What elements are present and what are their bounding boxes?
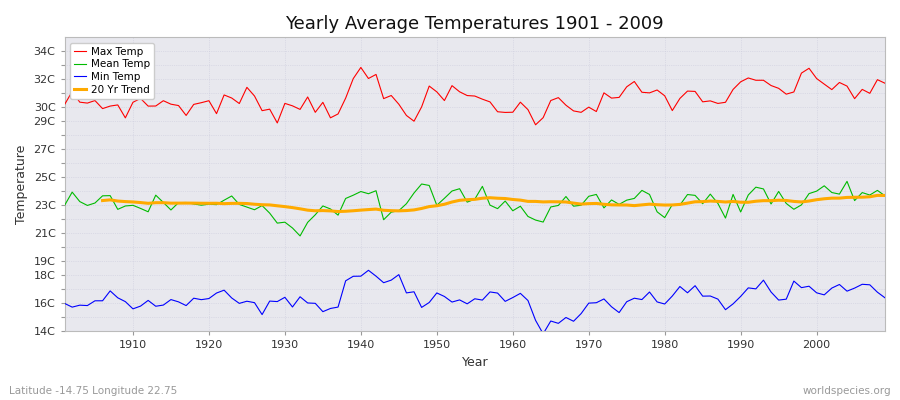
Line: Mean Temp: Mean Temp — [65, 181, 885, 236]
Line: Min Temp: Min Temp — [65, 270, 885, 334]
Mean Temp — [340, 196, 351, 201]
Min Temp — [538, 332, 549, 336]
20 Yr Trend — [287, 205, 298, 210]
Mean Temp — [287, 226, 298, 230]
Max Temp — [356, 65, 366, 70]
Title: Yearly Average Temperatures 1901 - 2009: Yearly Average Temperatures 1901 - 2009 — [285, 15, 664, 33]
Text: worldspecies.org: worldspecies.org — [803, 386, 891, 396]
Max Temp — [333, 112, 344, 116]
Min Temp — [59, 301, 70, 306]
Min Temp — [363, 268, 374, 273]
Legend: Max Temp, Mean Temp, Min Temp, 20 Yr Trend: Max Temp, Mean Temp, Min Temp, 20 Yr Tre… — [70, 42, 154, 99]
Min Temp — [120, 299, 130, 304]
X-axis label: Year: Year — [462, 356, 488, 369]
Max Temp — [120, 116, 130, 120]
Mean Temp — [120, 204, 130, 208]
Mean Temp — [879, 194, 890, 198]
Min Temp — [614, 310, 625, 315]
20 Yr Trend — [598, 202, 609, 207]
Mean Temp — [508, 208, 518, 213]
20 Yr Trend — [879, 193, 890, 198]
Min Temp — [287, 304, 298, 309]
20 Yr Trend — [333, 209, 344, 214]
Min Temp — [879, 296, 890, 300]
Max Temp — [59, 102, 70, 107]
Max Temp — [879, 81, 890, 86]
Max Temp — [530, 122, 541, 127]
Mean Temp — [294, 234, 305, 238]
Min Temp — [333, 305, 344, 310]
20 Yr Trend — [500, 196, 510, 201]
Mean Temp — [515, 204, 526, 209]
Line: 20 Yr Trend: 20 Yr Trend — [103, 195, 885, 212]
Max Temp — [508, 110, 518, 115]
Max Temp — [515, 100, 526, 104]
Mean Temp — [606, 198, 616, 202]
Mean Temp — [842, 179, 852, 184]
Max Temp — [614, 95, 625, 100]
Line: Max Temp: Max Temp — [65, 68, 885, 125]
Min Temp — [515, 291, 526, 296]
Min Temp — [508, 295, 518, 300]
20 Yr Trend — [120, 199, 130, 204]
Text: Latitude -14.75 Longitude 22.75: Latitude -14.75 Longitude 22.75 — [9, 386, 177, 396]
20 Yr Trend — [508, 197, 518, 202]
Mean Temp — [59, 203, 70, 208]
Max Temp — [287, 104, 298, 108]
Y-axis label: Temperature: Temperature — [15, 145, 28, 224]
